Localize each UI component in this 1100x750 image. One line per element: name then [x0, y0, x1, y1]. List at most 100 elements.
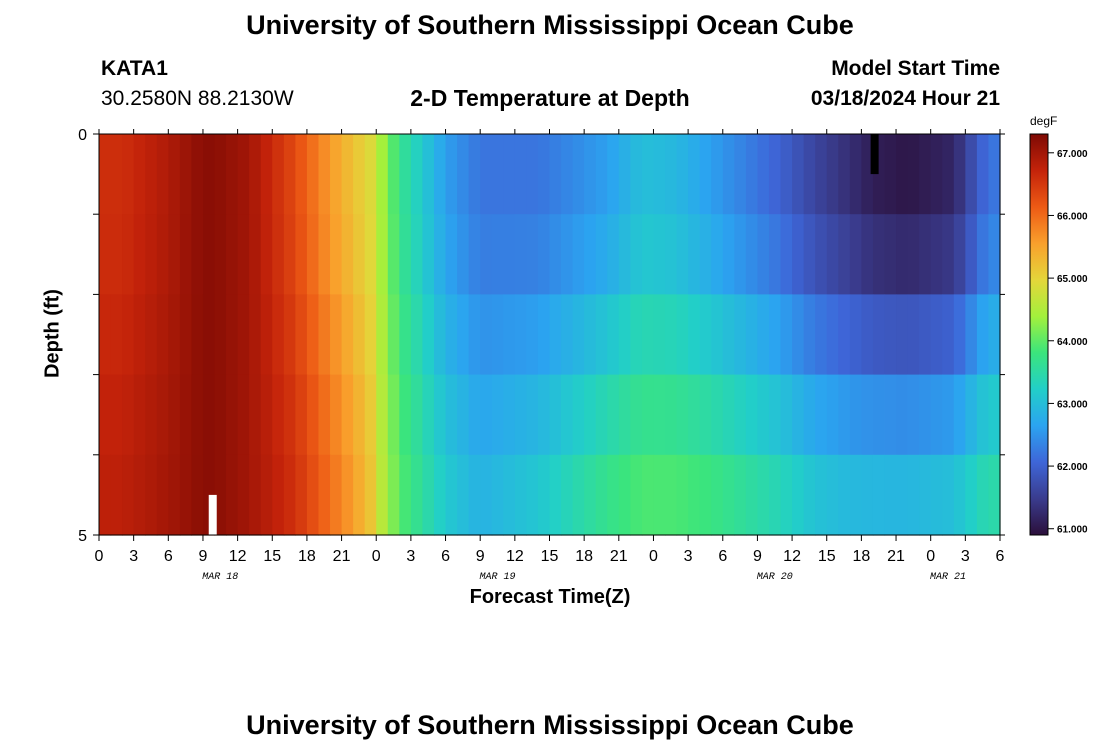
heatmap-cell — [630, 454, 643, 536]
heatmap-cell — [976, 214, 990, 295]
heatmap-cell — [295, 294, 308, 376]
heatmap-cell — [202, 134, 216, 215]
heatmap-cell — [457, 454, 470, 536]
heatmap-cell — [330, 454, 343, 536]
heatmap-cell — [676, 134, 689, 215]
x-tick-label: 9 — [753, 548, 762, 565]
heatmap-cell — [191, 214, 204, 295]
heatmap-cell — [237, 374, 250, 456]
heatmap-cell — [514, 134, 527, 215]
heatmap-cell — [133, 374, 146, 456]
heatmap-cell — [422, 134, 435, 215]
heatmap-cell — [838, 214, 851, 295]
heatmap-cell — [607, 214, 620, 295]
x-tick-label: 6 — [164, 548, 173, 565]
heatmap-cell — [861, 454, 874, 536]
x-tick-label: 0 — [372, 548, 381, 565]
heatmap-cell — [757, 294, 770, 376]
heatmap-cell — [630, 374, 643, 456]
heatmap-cell — [988, 454, 1001, 536]
heatmap-cell — [919, 214, 932, 295]
colorbar-tick-label: 63.000 — [1057, 399, 1088, 410]
heatmap-cell — [896, 134, 909, 215]
heatmap-cell — [930, 134, 943, 215]
heatmap-cell — [630, 214, 643, 295]
heatmap-cell — [734, 214, 747, 295]
heatmap-cell — [330, 294, 343, 376]
heatmap-cell — [283, 454, 296, 536]
colorbar — [1029, 133, 1049, 536]
heatmap-cell — [676, 214, 689, 295]
heatmap-cell — [214, 374, 227, 456]
heatmap-cell — [537, 214, 551, 295]
heatmap-cell — [295, 214, 308, 295]
heatmap-cell — [988, 134, 1001, 215]
heatmap-cell — [341, 214, 354, 295]
heatmap-cell — [110, 214, 123, 295]
heatmap-cell — [618, 134, 631, 215]
heatmap-cell — [145, 214, 158, 295]
heatmap-cell — [849, 134, 862, 215]
y-tick-label: 0 — [78, 127, 87, 144]
x-tick-label: 6 — [718, 548, 727, 565]
heatmap-cell — [306, 134, 320, 215]
heatmap-cell — [491, 454, 504, 536]
heatmap-cell — [122, 294, 135, 376]
heatmap-cell — [122, 134, 135, 215]
heatmap-cell — [815, 214, 828, 295]
heatmap-cell — [665, 214, 678, 295]
heatmap-cell — [272, 454, 285, 536]
heatmap-cell — [526, 374, 539, 456]
heatmap-cell — [260, 134, 273, 215]
heatmap-cell — [826, 294, 839, 376]
heatmap-cell — [572, 214, 585, 295]
heatmap-cell — [780, 214, 793, 295]
heatmap-cell — [364, 134, 377, 215]
heatmap-cell — [780, 134, 793, 215]
heatmap-cell — [260, 454, 273, 536]
heatmap-cell — [942, 214, 955, 295]
heatmap-cell — [260, 294, 273, 376]
heatmap-cell — [191, 374, 204, 456]
heatmap-cell — [803, 214, 816, 295]
heatmap-cell — [122, 454, 135, 536]
heatmap-cell — [884, 294, 897, 376]
colorbar-tick-label: 65.000 — [1057, 274, 1088, 285]
heatmap-cell — [780, 374, 793, 456]
heatmap-cell — [237, 214, 250, 295]
heatmap-cell — [376, 294, 389, 376]
heatmap-cell — [399, 214, 412, 295]
heatmap-cell — [872, 374, 886, 456]
heatmap-cell — [318, 214, 331, 295]
heatmap-cell — [896, 374, 909, 456]
date-labels: MAR 18 MAR 19 MAR 20 MAR 21 — [202, 572, 966, 583]
heatmap-cell — [318, 134, 331, 215]
date-label: MAR 20 — [757, 572, 793, 583]
heatmap-cell — [965, 294, 978, 376]
heatmap-cell — [988, 374, 1001, 456]
heatmap-cell — [110, 134, 123, 215]
heatmap-cell — [156, 454, 169, 536]
heatmap-cell — [168, 134, 181, 215]
heatmap-cell — [757, 374, 770, 456]
heatmap-cell — [976, 374, 990, 456]
heatmap-cell — [214, 134, 227, 215]
heatmap-cell — [503, 294, 516, 376]
heatmap-cell — [849, 214, 862, 295]
heatmap-cell — [491, 134, 504, 215]
heatmap-cell — [745, 214, 759, 295]
heatmap-cell — [607, 374, 620, 456]
heatmap-cell — [99, 374, 112, 456]
colorbar-unit-label: degF — [1030, 114, 1057, 128]
heatmap-cell — [745, 294, 759, 376]
heatmap-cell — [815, 134, 828, 215]
heatmap-cell — [364, 454, 377, 536]
model-start-value: 03/18/2024 Hour 21 — [810, 87, 1000, 110]
heatmap-cell — [468, 454, 481, 536]
heatmap-cell — [353, 294, 366, 376]
heatmap-cell — [872, 214, 886, 295]
heatmap-cell — [376, 374, 389, 456]
heatmap-cell — [526, 294, 539, 376]
heatmap-cell — [226, 454, 239, 536]
heatmap-cell — [618, 374, 631, 456]
